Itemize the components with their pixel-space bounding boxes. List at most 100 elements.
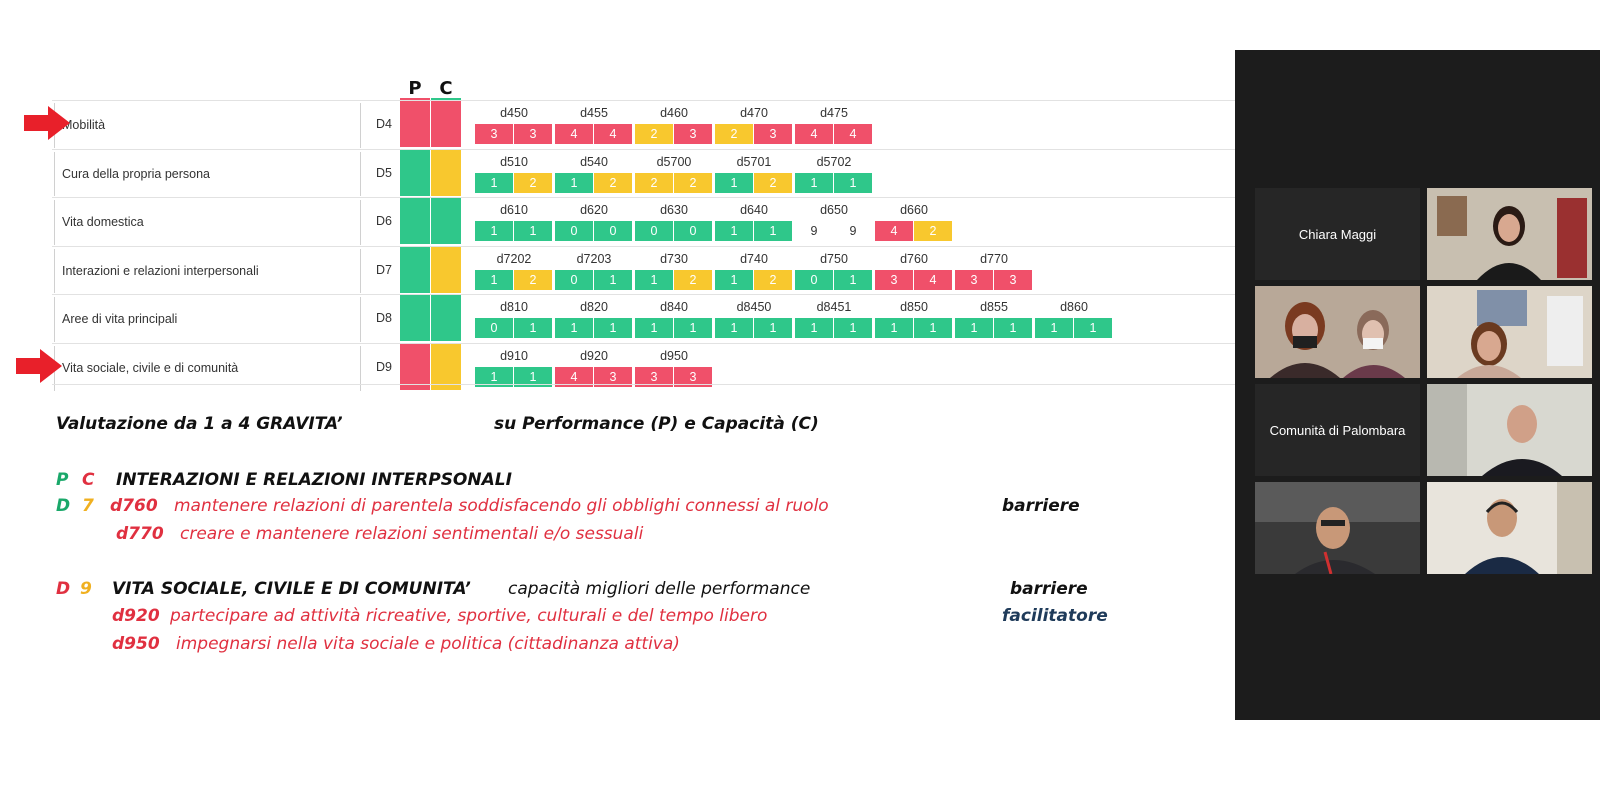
participant-video-woman-office[interactable] — [1427, 188, 1592, 280]
c-column-header: C — [439, 78, 453, 99]
p-header-bar — [400, 98, 430, 101]
capacity-score: 1 — [514, 367, 552, 387]
performance-score: 4 — [875, 221, 913, 242]
performance-score: 1 — [715, 221, 753, 242]
row-code-border — [360, 297, 361, 342]
section1-c-letter: C — [82, 470, 95, 490]
icf-item-code: d840 — [660, 300, 688, 315]
section1-title: INTERAZIONI E RELAZIONI INTERPSONALI — [116, 470, 512, 490]
participant-video-man-headset[interactable] — [1427, 482, 1592, 574]
icf-item-code: d650 — [820, 203, 848, 218]
d770-text: creare e mantenere relazioni sentimental… — [180, 524, 644, 544]
p-cell — [400, 149, 430, 196]
video-feed-icon — [1427, 188, 1592, 280]
capacity-score: 9 — [849, 224, 857, 239]
capacity-score: 2 — [514, 172, 552, 193]
performance-score: 1 — [795, 318, 833, 339]
capacity-score: 1 — [914, 318, 952, 339]
icf-item-code: d630 — [660, 203, 688, 218]
p-cell — [400, 101, 430, 147]
performance-score: 1 — [475, 269, 513, 290]
performance-score: 0 — [475, 318, 513, 339]
d770-code: d770 — [116, 524, 164, 544]
icf-item-code: d5701 — [736, 154, 772, 169]
capacity-score: 2 — [514, 269, 552, 290]
icf-item-code: d620 — [580, 203, 608, 218]
icf-item-code: d740 — [740, 251, 768, 266]
section2-title: VITA SOCIALE, CIVILE E DI COMUNITA’ — [112, 579, 471, 599]
capacity-score: 4 — [914, 269, 952, 290]
performance-score: 3 — [875, 269, 913, 290]
participant-tile-chiara[interactable]: Chiara Maggi — [1255, 188, 1420, 280]
capacity-score: 1 — [754, 221, 792, 242]
icf-item-code: d770 — [980, 251, 1008, 266]
barriere-label-1: barriere — [1002, 496, 1080, 516]
performance-score: 0 — [555, 221, 593, 242]
domain-code: D6 — [376, 214, 392, 229]
row-code-border — [360, 151, 361, 197]
domain-code: D8 — [376, 311, 392, 326]
icf-item-code: d470 — [740, 106, 768, 120]
participant-tile-comunita[interactable]: Comunità di Palombara — [1255, 384, 1420, 476]
domain-code: D4 — [376, 117, 392, 131]
row-divider — [52, 383, 1235, 385]
performance-score: 1 — [475, 367, 513, 387]
capacity-score: 1 — [674, 318, 712, 339]
d950-code: d950 — [112, 634, 160, 654]
c-header-bar — [431, 98, 461, 101]
capacity-score: 1 — [834, 318, 872, 339]
d920-text: partecipare ad attività ricreative, spor… — [170, 606, 768, 626]
performance-score: 1 — [715, 172, 753, 193]
row-divider — [52, 148, 1235, 150]
performance-score: 3 — [955, 269, 993, 290]
d760-text: mantenere relazioni di parentela soddisf… — [174, 496, 829, 516]
c-cell — [431, 344, 461, 390]
icf-item-code: d460 — [660, 106, 688, 120]
icf-item-code: d7203 — [576, 251, 612, 266]
row-left-border — [54, 200, 55, 245]
row-left-border — [54, 297, 55, 342]
icf-item-code: d5700 — [656, 154, 692, 169]
d7-letter: D — [56, 496, 71, 516]
c-cell — [431, 198, 461, 245]
capacity-score: 2 — [674, 269, 712, 290]
capacity-score: 0 — [594, 221, 632, 242]
participant-video-man-office[interactable] — [1427, 384, 1592, 476]
capacity-score: 1 — [834, 172, 872, 193]
section1-p-letter: P — [56, 470, 69, 490]
p-cell — [400, 344, 430, 390]
domain-label: Mobilità — [62, 118, 106, 132]
row-divider — [52, 197, 1235, 199]
d950-text: impegnarsi nella vita sociale e politica… — [176, 634, 680, 654]
icf-item-code: d610 — [500, 203, 528, 218]
capacity-score: 2 — [594, 172, 632, 193]
performance-score: 1 — [1035, 318, 1073, 339]
icf-item-code: d730 — [660, 251, 688, 266]
participant-video-two-women[interactable] — [1255, 286, 1420, 378]
icf-item-code: d475 — [820, 106, 848, 120]
participant-video-man-event[interactable] — [1255, 482, 1420, 574]
capacity-score: 2 — [754, 269, 792, 290]
p-column-header: P — [408, 78, 422, 99]
row-left-border — [54, 151, 55, 197]
performance-score: 1 — [635, 318, 673, 339]
performance-score: 1 — [715, 269, 753, 290]
performance-score: 4 — [795, 124, 833, 144]
performance-score: 4 — [555, 367, 593, 387]
capacity-score: 1 — [834, 269, 872, 290]
icf-item-code: d750 — [820, 251, 848, 266]
performance-score: 3 — [635, 367, 673, 387]
d760-code: d760 — [110, 496, 158, 516]
performance-score: 3 — [475, 124, 513, 144]
row-divider — [52, 245, 1235, 247]
d9-number: 9 — [80, 579, 92, 599]
capacity-score: 1 — [1074, 318, 1112, 339]
icf-item-code: d450 — [500, 106, 528, 120]
row-code-border — [360, 200, 361, 245]
participant-video-active-speaker[interactable] — [1427, 286, 1592, 378]
c-cell — [431, 295, 461, 342]
performance-score: 1 — [875, 318, 913, 339]
capacity-score: 1 — [514, 318, 552, 339]
performance-score: 2 — [635, 172, 673, 193]
performance-score: 0 — [555, 269, 593, 290]
